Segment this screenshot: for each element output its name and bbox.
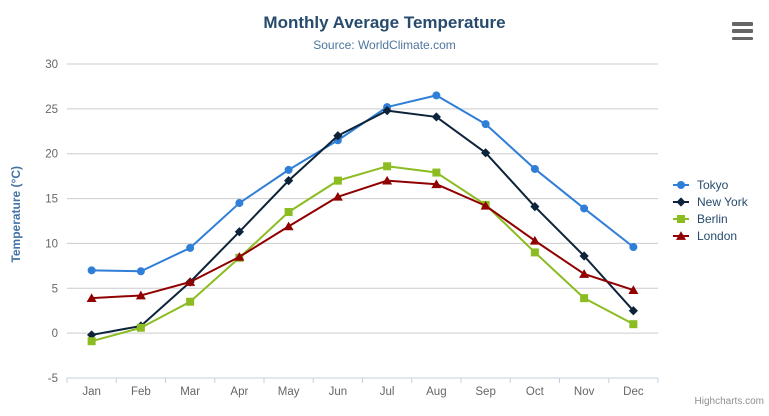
legend-marker-square-icon	[673, 215, 689, 223]
data-point-london-oct[interactable]	[529, 235, 540, 245]
data-point-new-york-dec[interactable]	[628, 306, 638, 316]
data-point-new-york-sep[interactable]	[481, 148, 491, 158]
data-point-london-jul[interactable]	[382, 175, 393, 185]
x-tick-label: Oct	[526, 386, 545, 398]
legend-item-label: New York	[697, 195, 748, 209]
legend-item-label: London	[697, 229, 738, 243]
credits-link[interactable]: Highcharts.com	[694, 396, 764, 407]
data-point-london-sep[interactable]	[480, 200, 491, 210]
x-tick-label: Dec	[623, 386, 644, 398]
legend-item-label: Tokyo	[697, 178, 729, 192]
x-tick-label: Sep	[475, 386, 495, 398]
data-point-tokyo-apr[interactable]	[235, 199, 244, 208]
y-axis-title: Temperature (°C)	[9, 166, 23, 263]
data-point-london-feb[interactable]	[135, 290, 146, 300]
data-point-new-york-jul[interactable]	[382, 106, 392, 116]
data-point-tokyo-feb[interactable]	[136, 267, 145, 276]
y-tick-label: 20	[45, 149, 58, 161]
data-point-london-may[interactable]	[283, 221, 294, 231]
data-point-berlin-dec[interactable]	[629, 320, 638, 329]
data-point-london-apr[interactable]	[234, 252, 245, 261]
legend-marker-triangle-icon	[673, 231, 689, 240]
legend-item-tokyo[interactable]: Tokyo	[672, 179, 748, 191]
data-point-berlin-jan[interactable]	[87, 337, 96, 346]
x-tick-label: Feb	[131, 386, 151, 398]
data-point-berlin-mar[interactable]	[186, 297, 195, 306]
series-london[interactable]	[86, 175, 639, 303]
x-tick-label: Apr	[230, 386, 248, 398]
legend-item-new-york[interactable]: New York	[672, 196, 748, 208]
x-tick-label: Jan	[82, 386, 101, 398]
data-point-berlin-nov[interactable]	[580, 294, 589, 303]
x-tick-label: Nov	[574, 386, 595, 398]
legend-item-london[interactable]: London	[672, 230, 748, 242]
data-point-berlin-jun[interactable]	[333, 176, 342, 185]
data-point-berlin-jul[interactable]	[383, 162, 392, 171]
data-point-berlin-oct[interactable]	[530, 248, 539, 257]
series-line-london[interactable]	[90, 179, 635, 300]
series-line-berlin[interactable]	[90, 165, 635, 343]
data-point-berlin-may[interactable]	[284, 208, 293, 217]
data-point-new-york-may[interactable]	[284, 176, 294, 186]
x-tick-label: Jul	[380, 386, 395, 398]
data-point-tokyo-may[interactable]	[284, 165, 293, 174]
data-point-new-york-jun[interactable]	[333, 131, 343, 141]
data-point-tokyo-oct[interactable]	[530, 164, 539, 173]
data-point-london-nov[interactable]	[579, 269, 590, 278]
data-point-tokyo-dec[interactable]	[629, 243, 638, 252]
data-point-tokyo-aug[interactable]	[432, 91, 441, 100]
y-tick-label: 0	[52, 328, 58, 340]
x-tick-label: May	[278, 386, 300, 398]
legend-item-label: Berlin	[697, 212, 728, 226]
hamburger-icon	[732, 29, 753, 33]
series-new-york[interactable]	[87, 106, 638, 340]
hamburger-icon	[732, 36, 753, 40]
data-point-tokyo-jan[interactable]	[87, 266, 96, 275]
data-point-tokyo-sep[interactable]	[481, 120, 490, 129]
data-point-new-york-apr[interactable]	[234, 227, 244, 237]
data-point-berlin-aug[interactable]	[432, 168, 441, 177]
series-line-tokyo[interactable]	[90, 94, 635, 273]
data-point-new-york-nov[interactable]	[579, 251, 589, 261]
data-point-new-york-oct[interactable]	[530, 202, 540, 212]
chart-title: Monthly Average Temperature	[263, 13, 506, 32]
y-tick-label: 15	[45, 194, 58, 206]
y-tick-label: -5	[48, 373, 58, 385]
data-point-london-mar[interactable]	[185, 277, 196, 286]
data-point-london-jan[interactable]	[86, 293, 97, 303]
data-point-tokyo-nov[interactable]	[580, 204, 589, 213]
x-tick-label: Mar	[180, 386, 200, 398]
series-tokyo[interactable]	[87, 91, 638, 276]
legend-marker-diamond-icon	[673, 197, 689, 207]
legend-marker-circle-icon	[673, 181, 689, 189]
data-point-london-aug[interactable]	[431, 179, 442, 189]
data-point-tokyo-mar[interactable]	[186, 243, 195, 252]
y-tick-label: 5	[52, 283, 58, 295]
x-tick-label: Jun	[329, 386, 348, 398]
y-tick-label: 10	[45, 238, 58, 250]
data-point-london-dec[interactable]	[628, 285, 639, 294]
export-menu-button[interactable]	[732, 22, 754, 40]
y-tick-label: 25	[45, 104, 58, 116]
chart-subtitle: Source: WorldClimate.com	[313, 38, 456, 52]
series-line-new-york[interactable]	[90, 109, 635, 336]
y-tick-label: 30	[45, 59, 58, 71]
hamburger-icon	[732, 22, 753, 26]
x-tick-label: Aug	[426, 386, 446, 398]
legend: Tokyo New York Berlin London	[672, 179, 748, 242]
data-point-berlin-feb[interactable]	[136, 323, 145, 332]
data-point-london-jun[interactable]	[332, 191, 343, 201]
data-point-new-york-aug[interactable]	[431, 112, 441, 122]
legend-item-berlin[interactable]: Berlin	[672, 213, 748, 225]
